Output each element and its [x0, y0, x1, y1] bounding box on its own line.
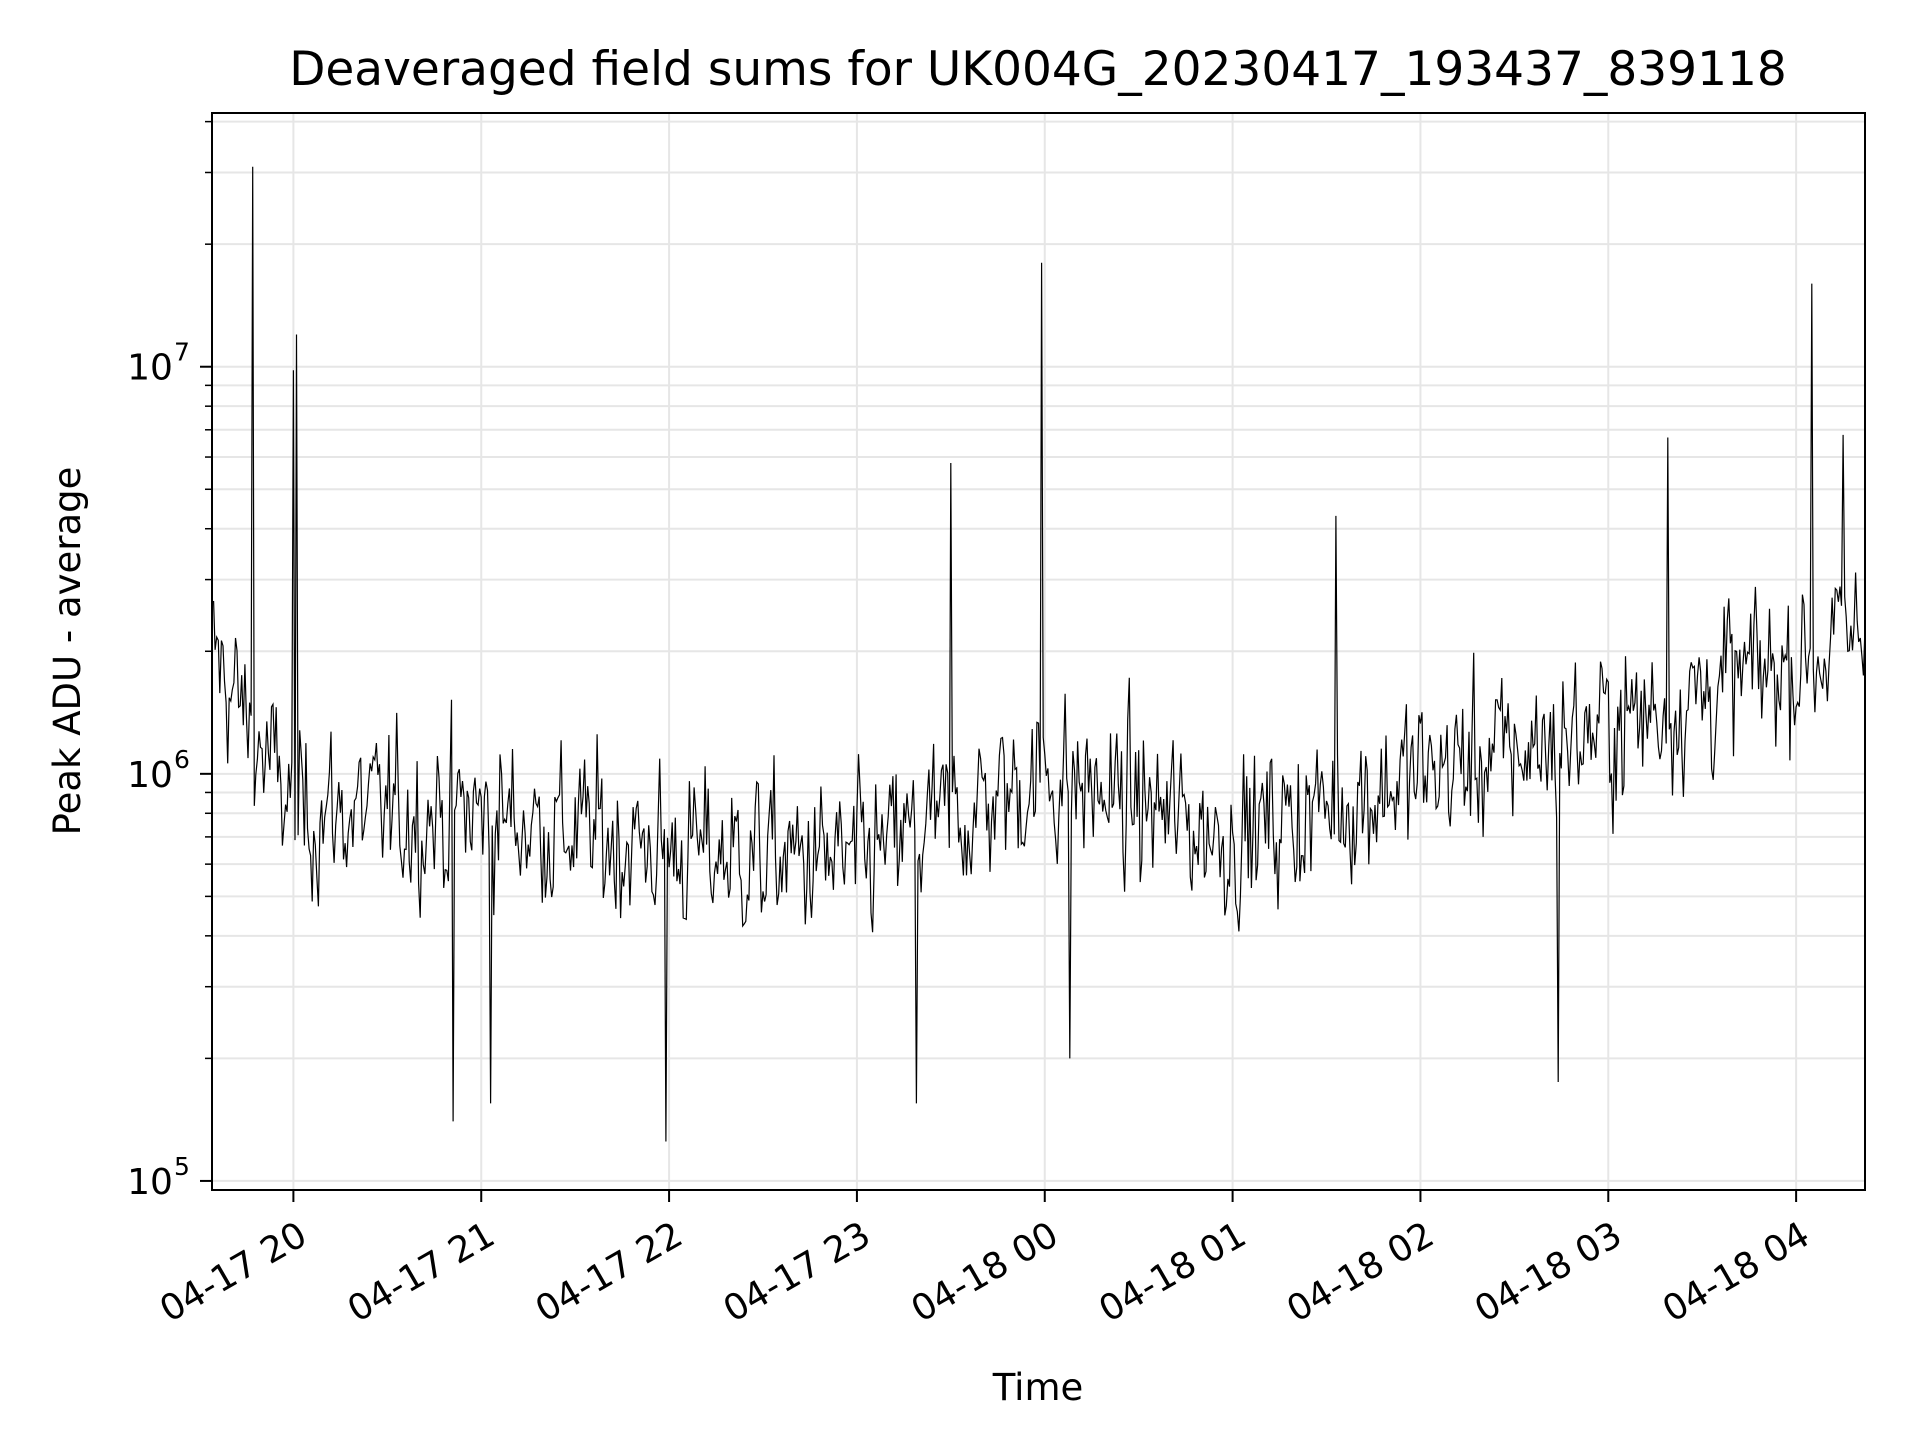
- x-tick-label: 04-18 02: [1280, 1214, 1441, 1330]
- y-tick-base: 10: [127, 348, 173, 389]
- y-tick-exponent: 5: [174, 1152, 190, 1181]
- chart-title: Deaveraged field sums for UK004G_2023041…: [289, 42, 1787, 97]
- x-tick-label: 04-17 22: [529, 1214, 690, 1330]
- y-tick-label: 10 7: [127, 338, 190, 389]
- y-tick-base: 10: [127, 1162, 173, 1203]
- y-tick-label: 10 6: [127, 745, 190, 796]
- y-tick-base: 10: [127, 755, 173, 796]
- y-tick-exponent: 7: [174, 338, 190, 367]
- y-tick-label: 10 5: [127, 1152, 190, 1203]
- y-tick-exponent: 6: [174, 745, 190, 774]
- x-tick-label: 04-17 23: [717, 1214, 878, 1330]
- x-tick-label: 04-17 20: [153, 1214, 314, 1330]
- series-line: [212, 166, 1865, 1142]
- x-axis-label: Time: [992, 1366, 1084, 1409]
- x-tick-label: 04-18 03: [1468, 1214, 1629, 1330]
- y-axis-label: Peak ADU - average: [46, 467, 89, 836]
- x-tick-label: 04-18 00: [905, 1214, 1066, 1330]
- x-tick-label: 04-17 21: [341, 1214, 502, 1330]
- x-tick-label: 04-18 01: [1092, 1214, 1253, 1330]
- x-tick-label: 04-18 04: [1656, 1214, 1817, 1330]
- grid-layer: [212, 113, 1865, 1190]
